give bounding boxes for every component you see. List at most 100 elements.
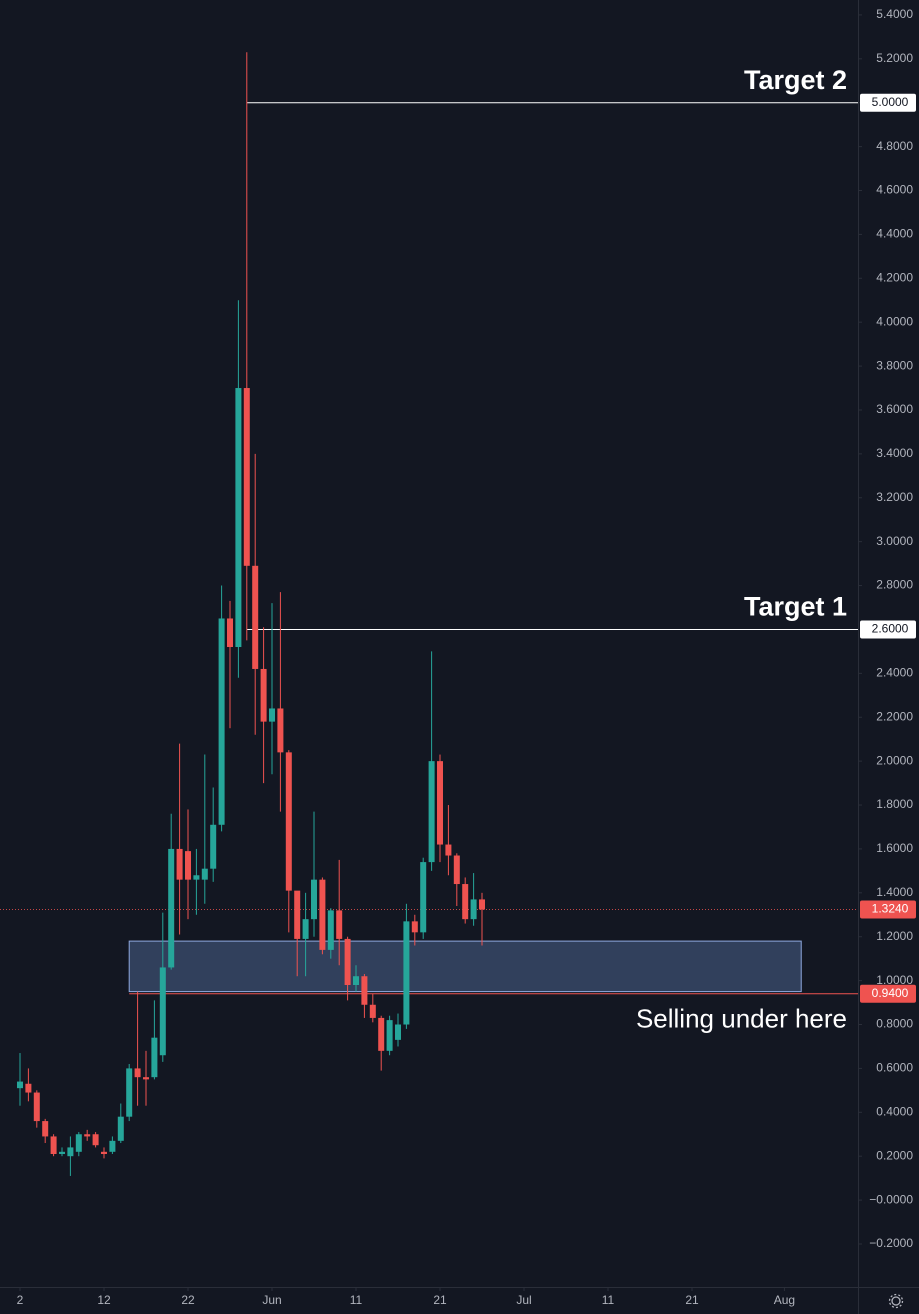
candle <box>201 754 208 904</box>
y-tick-label: 0.2000 <box>876 1148 913 1162</box>
candle <box>361 974 368 1018</box>
y-tick-label: 3.4000 <box>876 446 913 460</box>
candle <box>378 1015 385 1071</box>
target-text: Target 1 <box>744 592 847 622</box>
last-price-box <box>860 900 916 919</box>
candle-body <box>92 1134 99 1146</box>
candle <box>252 453 259 735</box>
candle-body <box>235 388 242 648</box>
x-tick-label: Jul <box>516 1293 531 1307</box>
candle <box>277 592 284 812</box>
candle-body <box>479 899 486 910</box>
candle <box>134 991 141 1106</box>
zone <box>128 940 802 993</box>
candle <box>67 1136 74 1176</box>
candle <box>50 1134 57 1157</box>
candle <box>16 1053 23 1106</box>
candle-body <box>84 1134 91 1137</box>
candle <box>33 1090 40 1128</box>
candle <box>184 809 191 920</box>
candle-body <box>42 1121 49 1137</box>
y-tick-label: 4.4000 <box>876 227 913 241</box>
candle-body <box>420 862 427 933</box>
target-text: Target 2 <box>744 65 847 95</box>
candle-body <box>285 752 292 891</box>
support-price-box <box>860 984 916 1003</box>
candle-body <box>378 1017 385 1051</box>
y-tick-label: 4.0000 <box>876 314 913 328</box>
candle <box>159 912 166 1062</box>
candle-body <box>50 1136 57 1154</box>
y-tick-label: 1.4000 <box>876 885 913 899</box>
target-price-box <box>860 620 916 639</box>
y-tick-label: 3.8000 <box>876 358 913 372</box>
candle-body <box>336 910 343 939</box>
settings-icon[interactable] <box>888 1293 904 1309</box>
candle-body <box>58 1151 65 1154</box>
settings-icon-ring <box>891 1296 901 1306</box>
y-tick-label: 2.0000 <box>876 753 913 767</box>
candle-body <box>403 921 410 1025</box>
candle <box>210 787 217 882</box>
candle-body <box>252 565 259 669</box>
candle-body <box>437 761 444 845</box>
candle-body <box>218 618 225 825</box>
y-tick-label: 2.8000 <box>876 578 913 592</box>
support-price-label: 0.9400 <box>872 986 909 1000</box>
settings-icon-teeth <box>888 1293 904 1309</box>
x-tick-label: 21 <box>433 1293 447 1307</box>
candle <box>126 1064 133 1122</box>
candle <box>168 813 175 970</box>
candle <box>420 857 427 939</box>
candle <box>100 1147 107 1159</box>
candle <box>92 1132 99 1148</box>
support-text: Selling under here <box>636 1004 847 1034</box>
candle-body <box>33 1092 40 1122</box>
candle <box>437 754 444 863</box>
candle <box>386 1015 393 1056</box>
candle-body <box>353 976 360 986</box>
target-price-box <box>860 93 916 112</box>
candle <box>226 600 233 729</box>
candle <box>462 877 469 924</box>
target-price-label: 2.6000 <box>872 622 909 636</box>
candle <box>268 603 275 775</box>
candle <box>42 1118 49 1144</box>
candle-body <box>344 938 351 986</box>
y-tick-label: 2.4000 <box>876 666 913 680</box>
candle <box>327 908 334 959</box>
y-tick-label: 4.8000 <box>876 139 913 153</box>
candle-body <box>386 1020 393 1051</box>
candle <box>260 627 267 784</box>
candle-body <box>25 1083 32 1093</box>
candle-body <box>395 1024 402 1040</box>
x-tick-label: Aug <box>774 1293 795 1307</box>
candle <box>479 892 486 946</box>
candle <box>235 300 242 678</box>
x-tick-label: 2 <box>17 1293 24 1307</box>
candle-body <box>168 848 175 968</box>
x-tick-label: 11 <box>350 1293 363 1307</box>
last-price-label: 1.3240 <box>872 902 909 916</box>
candle-body <box>260 668 267 722</box>
candle-body <box>327 910 334 950</box>
candle-body <box>109 1140 116 1152</box>
candle <box>109 1136 116 1154</box>
candle-body <box>445 844 452 856</box>
candle <box>411 914 418 946</box>
y-tick-label: 2.2000 <box>876 709 913 723</box>
candle <box>336 859 343 966</box>
y-tick-label: −0.2000 <box>869 1236 913 1250</box>
candle <box>142 1050 149 1106</box>
candle <box>75 1132 82 1157</box>
candle <box>453 853 460 906</box>
candle-body <box>100 1151 107 1154</box>
y-tick-label: 1.6000 <box>876 841 913 855</box>
candle-body <box>151 1037 158 1078</box>
candle <box>319 877 326 955</box>
candle-body <box>142 1077 149 1080</box>
candle-body <box>176 848 183 880</box>
candle-body <box>210 824 217 869</box>
